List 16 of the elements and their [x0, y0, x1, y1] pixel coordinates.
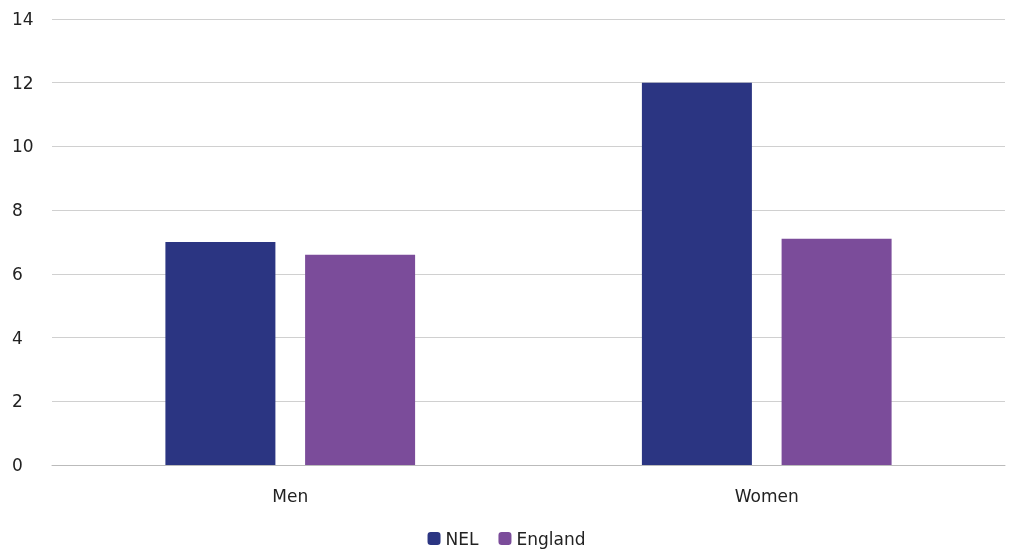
y-tick-label: 4 [12, 327, 23, 348]
legend-label: NEL [445, 528, 479, 549]
x-tick-label: Women [734, 485, 799, 506]
y-tick-label: 6 [12, 263, 23, 284]
legend-label: England [516, 528, 586, 549]
bar [641, 82, 752, 465]
x-tick-label: Men [272, 485, 309, 506]
y-tick-label: 2 [12, 391, 23, 412]
bar [781, 238, 892, 465]
y-tick-label: 8 [12, 200, 23, 221]
y-tick-label: 10 [12, 136, 34, 157]
y-tick-label: 0 [12, 455, 23, 475]
bar [305, 254, 416, 465]
y-tick-label: 14 [12, 9, 34, 29]
bar [165, 242, 276, 465]
y-tick-label: 12 [12, 72, 34, 93]
